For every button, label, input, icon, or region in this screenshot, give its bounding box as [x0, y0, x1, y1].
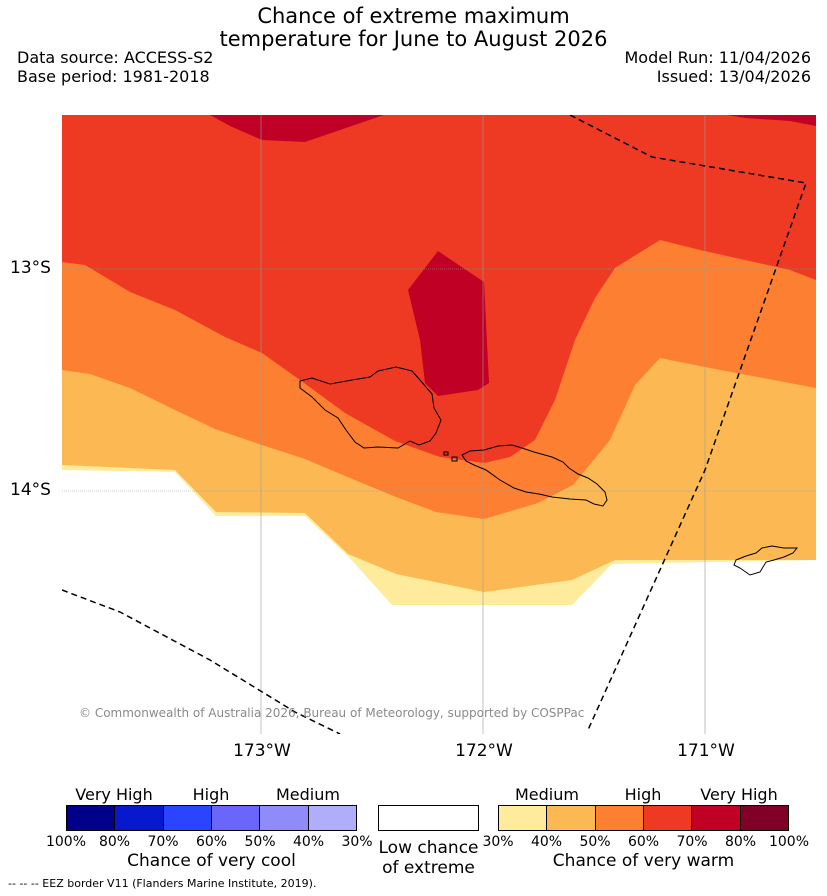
- savaii-island: [299, 366, 442, 449]
- warm-swatch-2: [595, 806, 644, 830]
- warm-tick-1: 40%: [530, 834, 563, 850]
- lon-label-173w: 173°W: [233, 741, 291, 761]
- meta-right: Model Run: 11/04/2026 Issued: 13/04/2026: [625, 48, 812, 86]
- manono-islet: [451, 456, 458, 462]
- warm-swatch-5: [740, 806, 788, 830]
- warm-cat-very-high: Very High: [700, 785, 778, 804]
- copyright-notice: © Commonwealth of Australia 2026, Bureau…: [79, 706, 585, 720]
- cool-legend-title: Chance of very cool: [127, 851, 296, 871]
- cool-cat-medium: Medium: [276, 785, 340, 804]
- gridlines: [62, 115, 816, 734]
- warm-swatch-3: [643, 806, 693, 830]
- warm-tick-2: 50%: [579, 834, 611, 850]
- eez-border-southwest: [62, 589, 341, 734]
- low-chance-swatch: [378, 805, 479, 831]
- cool-tick-2: 70%: [147, 834, 179, 850]
- zone-warm-80-south: [408, 251, 489, 396]
- upolu-island: [461, 444, 608, 507]
- warm-legend-title: Chance of very warm: [552, 851, 735, 871]
- cool-swatch-0: [67, 806, 116, 830]
- cool-colorbar: [66, 805, 357, 831]
- warm-swatch-4: [692, 806, 741, 830]
- cool-tick-3: 60%: [195, 834, 228, 850]
- issued-date: Issued: 13/04/2026: [656, 67, 811, 86]
- eez-border-north: [569, 115, 808, 731]
- low-chance-title-2: of extreme: [382, 858, 475, 878]
- warm-tick-6: 100%: [768, 834, 810, 850]
- apolima-islet: [443, 451, 449, 456]
- data-source: Data source: ACCESS-S2: [17, 48, 214, 67]
- warm-tick-5: 80%: [724, 834, 757, 850]
- zone-warm-80-north: [210, 115, 384, 142]
- eez-footnote: -- -- -- EEZ border V11 (Flanders Marine…: [8, 877, 317, 890]
- base-period: Base period: 1981-2018: [17, 67, 210, 86]
- cool-swatch-1: [115, 806, 164, 830]
- cool-tick-0: 100%: [45, 834, 87, 850]
- cool-cat-very-high: Very High: [75, 785, 153, 804]
- cool-tick-4: 50%: [244, 834, 276, 850]
- cool-swatch-2: [163, 806, 212, 830]
- chart-title-line-2: temperature for June to August 2026: [219, 27, 608, 51]
- cool-tick-1: 80%: [98, 834, 131, 850]
- lon-label-171w: 171°W: [677, 741, 735, 761]
- low-chance-title-1: Low chance: [378, 838, 479, 858]
- cool-tick-6: 30%: [341, 834, 373, 850]
- lat-label-13s: 13°S: [10, 258, 51, 278]
- warm-tick-4: 70%: [676, 834, 708, 850]
- cool-cat-high: High: [192, 785, 230, 804]
- coastlines: [299, 366, 799, 576]
- lat-label-14s: 14°S: [10, 480, 51, 500]
- warm-colorbar: [498, 805, 789, 831]
- cool-tick-5: 40%: [292, 834, 325, 850]
- tutuila-island: [733, 545, 799, 576]
- cool-swatch-5: [308, 806, 356, 830]
- warm-swatch-1: [547, 806, 596, 830]
- eez-borders: [62, 115, 808, 734]
- meta-left: Data source: ACCESS-S2 Base period: 1981…: [17, 48, 213, 86]
- lon-label-172w: 172°W: [455, 741, 513, 761]
- cool-swatch-3: [211, 806, 261, 830]
- chart-title-line-1: Chance of extreme maximum: [257, 4, 570, 28]
- cool-swatch-4: [260, 806, 309, 830]
- zone-warm-80-ne: [728, 115, 816, 126]
- warm-tick-0: 30%: [482, 834, 514, 850]
- warm-tick-3: 60%: [627, 834, 660, 850]
- warm-cat-medium: Medium: [515, 785, 579, 804]
- warm-swatch-0: [499, 806, 548, 830]
- model-run: Model Run: 11/04/2026: [624, 48, 812, 67]
- warm-cat-high: High: [624, 785, 662, 804]
